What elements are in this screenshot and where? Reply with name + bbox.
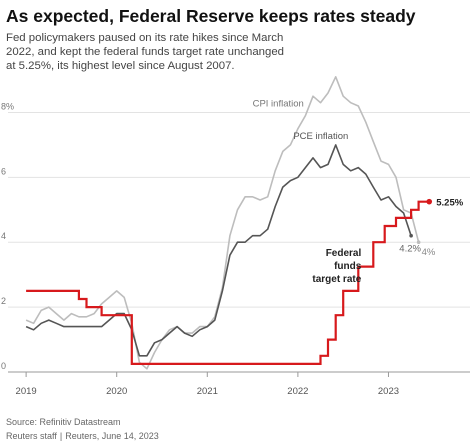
end-point-pce	[409, 233, 413, 238]
x-tick-label-2021: 2021	[197, 386, 218, 397]
x-tick-label-2019: 2019	[16, 386, 37, 397]
series-label-fed-funds-line-2: funds	[334, 261, 362, 272]
end-point-cpi	[416, 240, 421, 245]
end-label-cpi: 4%	[422, 247, 436, 258]
y-tick-label-0: 0	[1, 361, 6, 371]
credit-staff: Reuters staff	[6, 431, 57, 441]
credit-separator: |	[59, 431, 63, 441]
end-point-fed-funds	[426, 198, 433, 205]
y-tick-label-8: 8%	[1, 101, 14, 111]
series-label-cpi: CPI inflation	[253, 99, 304, 110]
series-line-pce-inflation	[25, 144, 412, 357]
series-label-fed-funds-line-1: Federal	[326, 248, 362, 259]
x-tick-label-2023: 2023	[378, 386, 399, 397]
x-tick-label-2022: 2022	[287, 386, 308, 397]
credit-date: Reuters, June 14, 2023	[65, 431, 159, 441]
credit-line: Reuters staff | Reuters, June 14, 2023	[6, 431, 159, 441]
series-line-fed-funds-rate	[26, 200, 430, 365]
y-tick-label-4: 4	[1, 231, 6, 241]
y-tick-label-6: 6	[1, 166, 6, 176]
y-tick-label-2: 2	[1, 296, 6, 306]
end-label-fed-funds: 5.25%	[436, 198, 463, 209]
series-label-fed-funds-line-3: target rate	[312, 274, 361, 285]
x-tick-label-2020: 2020	[106, 386, 127, 397]
end-label-pce: 4.2%	[399, 244, 421, 255]
chart-subtitle: Fed policymakers paused on its rate hike…	[6, 32, 285, 72]
series-line-cpi-inflation	[25, 76, 420, 370]
source-note: Source: Refinitiv Datastream	[6, 417, 121, 427]
series-label-pce: PCE inflation	[293, 131, 348, 142]
chart-title: As expected, Federal Reserve keeps rates…	[6, 6, 416, 26]
